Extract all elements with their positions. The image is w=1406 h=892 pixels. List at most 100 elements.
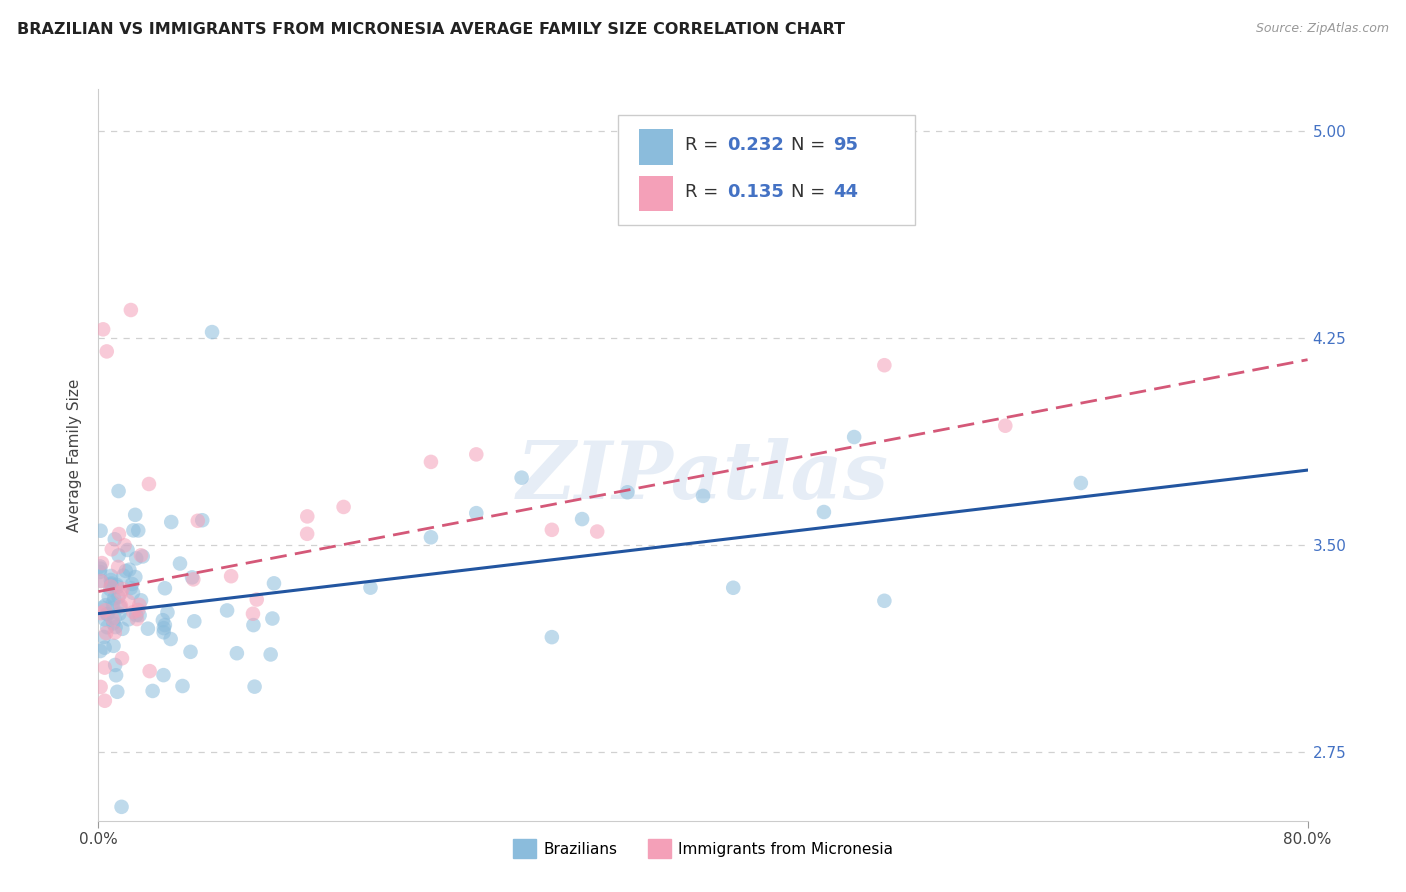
Point: [100, 580, 122, 594]
Text: BRAZILIAN VS IMMIGRANTS FROM MICRONESIA AVERAGE FAMILY SIZE CORRELATION CHART: BRAZILIAN VS IMMIGRANTS FROM MICRONESIA …: [17, 22, 845, 37]
Point: [108, 527, 131, 541]
Point: [332, 500, 354, 514]
Text: Source: ZipAtlas.com: Source: ZipAtlas.com: [1256, 22, 1389, 36]
Point: [110, 586, 132, 600]
Point: [104, 657, 127, 672]
Point: [100, 573, 122, 587]
Point: [110, 800, 132, 814]
Text: ZIPatlas: ZIPatlas: [517, 438, 889, 516]
Point: [129, 593, 152, 607]
Point: [873, 358, 896, 372]
Point: [120, 303, 142, 318]
Point: [117, 543, 139, 558]
Point: [183, 615, 205, 629]
Text: 0.232: 0.232: [727, 136, 785, 154]
Point: [813, 505, 835, 519]
Point: [122, 605, 145, 619]
Point: [103, 591, 125, 606]
Point: [844, 430, 866, 444]
Point: [586, 524, 609, 539]
Point: [107, 549, 129, 563]
Point: [112, 568, 135, 582]
Point: [90, 574, 112, 588]
Point: [124, 508, 146, 522]
Point: [93, 640, 115, 655]
Point: [100, 542, 122, 557]
Text: 95: 95: [834, 136, 859, 154]
Point: [114, 564, 136, 578]
Point: [101, 600, 124, 615]
Point: [90, 606, 112, 620]
Point: [111, 622, 134, 636]
Point: [96, 620, 118, 634]
Point: [98, 582, 121, 597]
Point: [132, 549, 155, 564]
Point: [571, 512, 593, 526]
Point: [89, 644, 111, 658]
Point: [692, 489, 714, 503]
Point: [172, 679, 194, 693]
Point: [125, 612, 148, 626]
Point: [107, 590, 129, 604]
Bar: [638, 176, 673, 211]
Point: [242, 618, 264, 632]
Point: [122, 586, 145, 600]
Point: [181, 573, 204, 587]
Point: [260, 648, 283, 662]
Text: R =: R =: [685, 136, 724, 154]
Point: [105, 685, 128, 699]
Point: [616, 485, 638, 500]
Point: [295, 526, 318, 541]
Point: [246, 592, 269, 607]
Point: [94, 603, 117, 617]
Text: R =: R =: [685, 183, 724, 202]
Point: [187, 514, 209, 528]
Point: [420, 530, 443, 544]
Point: [117, 594, 139, 608]
Point: [90, 574, 112, 588]
Point: [1070, 475, 1092, 490]
Point: [156, 606, 179, 620]
Point: [153, 618, 176, 632]
Point: [152, 625, 174, 640]
Point: [217, 603, 239, 617]
Text: 0.135: 0.135: [727, 183, 785, 202]
Point: [994, 418, 1017, 433]
Point: [152, 613, 174, 627]
Point: [91, 600, 114, 615]
Point: [90, 680, 112, 694]
Point: [105, 578, 128, 592]
Point: [97, 607, 120, 622]
Point: [540, 523, 562, 537]
Point: [160, 515, 183, 529]
Point: [153, 581, 176, 595]
Point: [107, 560, 129, 574]
Point: [96, 626, 118, 640]
Point: [142, 684, 165, 698]
Bar: [638, 129, 673, 164]
Point: [125, 608, 148, 623]
Point: [91, 556, 114, 570]
Point: [120, 581, 142, 595]
Point: [124, 570, 146, 584]
Point: [94, 599, 117, 613]
Point: [104, 620, 127, 634]
Point: [93, 660, 115, 674]
Text: N =: N =: [792, 183, 831, 202]
Point: [111, 651, 134, 665]
Point: [103, 616, 125, 631]
Point: [191, 513, 214, 527]
Text: 44: 44: [834, 183, 859, 202]
Point: [129, 549, 152, 563]
Point: [127, 603, 149, 617]
Point: [138, 664, 160, 678]
Point: [138, 477, 160, 491]
FancyBboxPatch shape: [619, 115, 915, 225]
Point: [104, 625, 127, 640]
Point: [723, 581, 745, 595]
Point: [96, 344, 118, 359]
Point: [103, 639, 125, 653]
Point: [179, 645, 201, 659]
Point: [100, 576, 122, 591]
Point: [121, 577, 143, 591]
